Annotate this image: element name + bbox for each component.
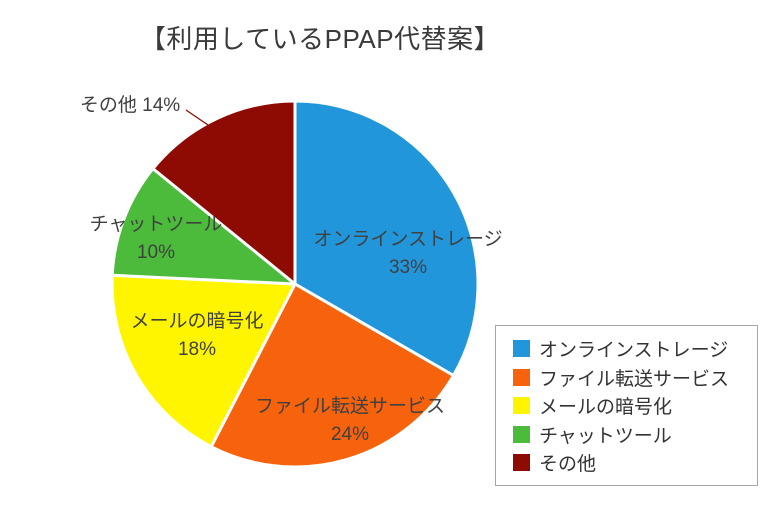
legend-item-chat-tools: チャットツール bbox=[513, 420, 757, 449]
pie-slice-online-storage bbox=[293, 99, 480, 377]
legend-item-email-encryption: メールの暗号化 bbox=[513, 391, 757, 420]
legend: オンラインストレージ ファイル転送サービス メールの暗号化 チャットツール その他 bbox=[495, 325, 758, 486]
legend-label: ファイル転送サービス bbox=[539, 368, 730, 390]
slice-label-text: ファイル転送サービス bbox=[254, 396, 446, 417]
legend-label: メールの暗号化 bbox=[539, 397, 673, 418]
legend-label: チャットツール bbox=[539, 425, 672, 447]
legend-item-file-transfer-service: ファイル転送サービス bbox=[513, 363, 757, 392]
legend-swatch-icon bbox=[513, 397, 530, 414]
slice-label-chat-tools: チャットツール 10% bbox=[90, 211, 223, 267]
slice-label-percent: 24% bbox=[330, 424, 370, 445]
slice-label-text: チャットツール bbox=[89, 214, 223, 235]
legend-label: オンラインストレージ bbox=[539, 340, 729, 361]
slice-label-percent: 18% bbox=[177, 339, 217, 360]
pie-slice-others bbox=[151, 99, 297, 286]
slice-label-text: メールの暗号化 bbox=[130, 311, 264, 332]
legend-label: その他 bbox=[539, 454, 597, 475]
slice-label-text: オンラインストレージ bbox=[313, 229, 503, 250]
slice-label-percent: 33% bbox=[388, 257, 428, 278]
legend-swatch-icon bbox=[513, 425, 530, 443]
pie-slice-chat-tools bbox=[110, 167, 297, 286]
slice-label-online-storage: オンラインストレージ 33% bbox=[313, 226, 502, 282]
chart-title: 【利用しているPPAP代替案】 bbox=[139, 24, 501, 54]
legend-swatch-icon bbox=[513, 340, 530, 357]
legend-item-online-storage: オンラインストレージ bbox=[513, 334, 757, 363]
legend-item-others: その他 bbox=[513, 448, 757, 477]
slice-label-file-transfer-service: ファイル転送サービス 24% bbox=[255, 393, 445, 449]
legend-swatch-icon bbox=[513, 368, 530, 386]
leader-line-others bbox=[185, 109, 209, 126]
pie-slice-email-encryption bbox=[110, 273, 297, 449]
slice-label-percent: 10% bbox=[136, 242, 176, 263]
slice-label-others: その他 14% bbox=[79, 95, 181, 116]
legend-swatch-icon bbox=[513, 454, 530, 471]
slice-label-email-encryption: メールの暗号化 18% bbox=[130, 308, 263, 364]
